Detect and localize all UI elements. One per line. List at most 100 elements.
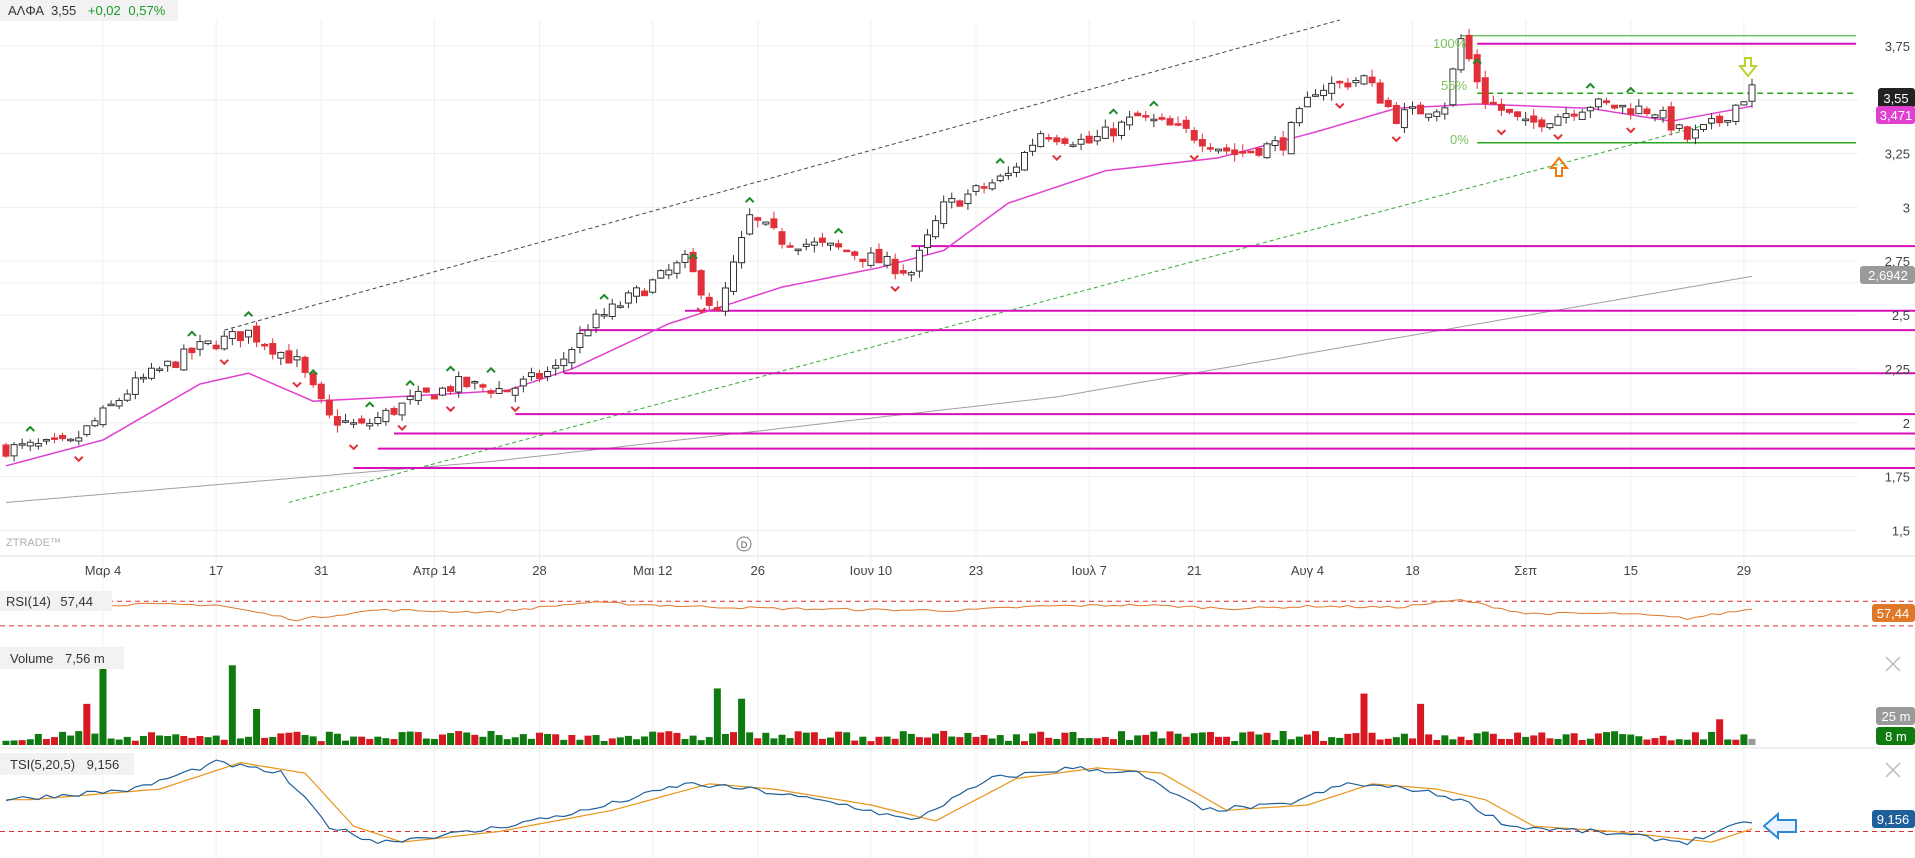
- candle: [1182, 115, 1190, 134]
- volume-bar: [495, 735, 503, 745]
- arrow-left-icon[interactable]: [1762, 811, 1797, 841]
- volume-bar: [786, 738, 794, 745]
- chevron-up-icon: [365, 401, 375, 408]
- candle-body: [455, 376, 463, 393]
- candle: [762, 221, 770, 227]
- candle: [1546, 123, 1554, 130]
- volume-bar: [382, 738, 390, 745]
- volume-label-background: [0, 647, 124, 669]
- candle-body: [754, 217, 762, 221]
- candle-body: [1514, 111, 1522, 117]
- volume-bar: [2, 740, 10, 745]
- candle-body: [1732, 104, 1740, 122]
- chevron-up-icon: [445, 365, 456, 372]
- candle: [1506, 108, 1513, 115]
- candle-body: [1360, 75, 1368, 85]
- candle: [455, 371, 463, 398]
- volume-bar: [713, 688, 721, 745]
- candle-body: [762, 221, 770, 225]
- volume-bar: [1489, 733, 1497, 745]
- candle-body: [1085, 135, 1093, 144]
- candle: [948, 192, 956, 209]
- close-volume-icon[interactable]: [1885, 656, 1901, 672]
- candle: [228, 328, 236, 346]
- candle-body: [1400, 109, 1408, 129]
- tsi-badge: [1872, 810, 1915, 828]
- candle-body: [592, 313, 600, 329]
- candle-body: [1570, 113, 1578, 117]
- fib-label-100: 100%: [1433, 36, 1467, 51]
- volume-bar: [164, 736, 172, 745]
- y-tick-label: 3: [1903, 200, 1910, 215]
- candle-body: [495, 388, 503, 394]
- candle: [212, 340, 220, 351]
- chevron-down-icon: [1391, 136, 1402, 143]
- candle-body: [26, 441, 34, 447]
- candle-body: [972, 185, 980, 192]
- candle-body: [293, 356, 301, 361]
- volume-bar: [1295, 736, 1303, 745]
- candle: [1748, 78, 1756, 108]
- candle-body: [1392, 104, 1400, 124]
- candle: [1465, 28, 1473, 62]
- candle-body: [1312, 94, 1319, 97]
- volume-bar: [107, 738, 115, 745]
- volume-bar: [1522, 736, 1530, 745]
- candle-body: [1708, 118, 1716, 124]
- volume-label-value: 7,56 m: [65, 651, 105, 666]
- candle-body: [851, 251, 859, 256]
- volume-bar: [754, 738, 762, 745]
- volume-bar: [1748, 738, 1756, 745]
- candle-body: [665, 269, 673, 276]
- volume-bar: [1247, 731, 1255, 745]
- candle: [616, 301, 624, 309]
- volume-bar: [333, 733, 341, 745]
- candle-body: [1441, 107, 1449, 115]
- candle-body: [2, 444, 10, 457]
- candle-body: [527, 372, 535, 378]
- candle-body: [1303, 96, 1311, 108]
- candle-body: [1433, 111, 1441, 117]
- candle: [285, 344, 293, 364]
- candle: [1417, 101, 1425, 115]
- volume-bar: [1497, 738, 1505, 745]
- candle-body: [1554, 116, 1562, 126]
- volume-bar: [1506, 739, 1513, 745]
- volume-label: Volume 7,56 m: [10, 651, 105, 666]
- chevron-up-icon: [1626, 86, 1636, 93]
- volume-bar: [875, 736, 883, 745]
- candle: [1376, 79, 1384, 104]
- candle: [552, 359, 560, 376]
- volume-bar: [1255, 734, 1263, 745]
- candle: [681, 249, 689, 269]
- volume-bar: [1514, 732, 1522, 745]
- candle-body: [859, 258, 867, 262]
- candle-body: [924, 234, 931, 249]
- volume-bar: [705, 737, 713, 745]
- rsi-label-value: 57,44: [60, 594, 93, 609]
- candle: [75, 430, 83, 446]
- volume-badge-bottom-text: 8 m: [1885, 729, 1907, 744]
- rsi-label-background: [0, 591, 112, 611]
- candle-body: [818, 237, 826, 243]
- volume-bar: [1045, 737, 1053, 745]
- volume-bar: [51, 737, 58, 745]
- volume-bar: [1465, 739, 1473, 745]
- volume-bar: [67, 735, 75, 745]
- close-tsi-icon[interactable]: [1885, 762, 1901, 778]
- candle-body: [1578, 111, 1586, 120]
- candle-body: [810, 241, 818, 246]
- candle-body: [681, 253, 689, 263]
- channel-upper-line: [224, 19, 1340, 331]
- candle: [649, 278, 657, 294]
- candle-body: [390, 407, 398, 415]
- candle-body: [1651, 114, 1659, 119]
- tsi-signal-path: [6, 761, 1753, 843]
- candle: [1303, 91, 1311, 108]
- volume-bar: [544, 733, 552, 745]
- candle: [164, 360, 172, 372]
- tsi-label: TSI(5,20,5) 9,156: [10, 757, 119, 772]
- d-icon[interactable]: D: [736, 536, 752, 552]
- candle-body: [1190, 130, 1198, 141]
